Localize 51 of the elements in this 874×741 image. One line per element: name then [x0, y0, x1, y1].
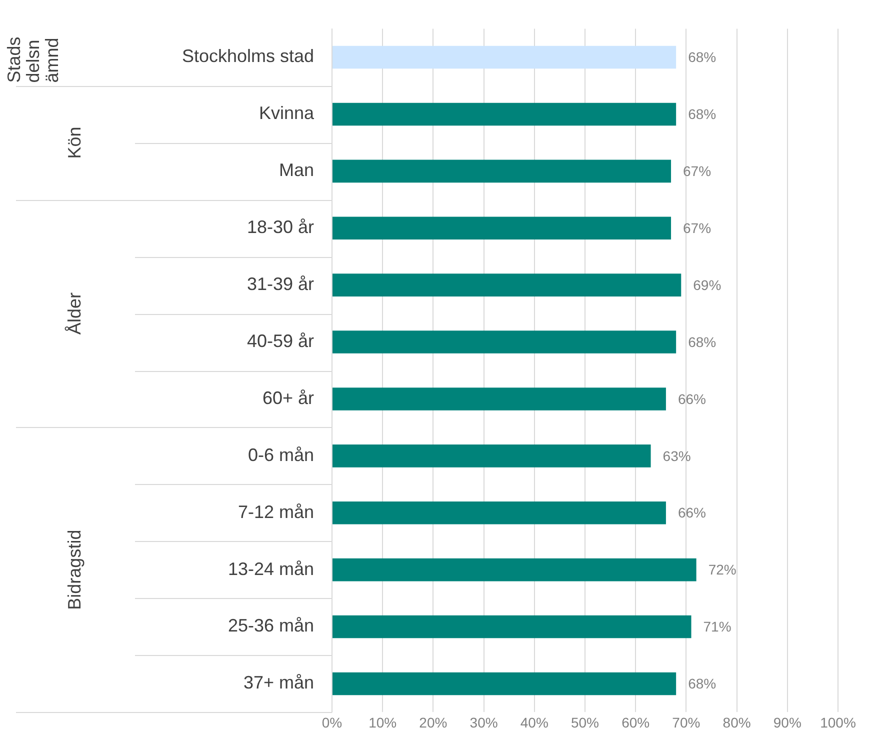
y-tick-label: 18-30 år — [246, 217, 314, 238]
bar — [332, 501, 666, 524]
y-tick-label: Stockholms stad — [182, 46, 314, 66]
x-tick-label: 90% — [773, 714, 802, 730]
data-label: 63% — [662, 448, 691, 464]
text: Ålder — [64, 292, 84, 335]
x-tick-label: 40% — [520, 714, 548, 730]
bar — [332, 388, 666, 410]
y-tick-label: 25-36 mån — [228, 616, 314, 636]
y-tick-label: Man — [278, 160, 314, 180]
data-label: 66% — [678, 390, 706, 407]
bar — [332, 330, 676, 354]
data-label: 72% — [708, 562, 736, 578]
data-label: 66% — [678, 504, 706, 521]
data-label: 68% — [688, 49, 716, 66]
data-label: 67% — [683, 163, 712, 180]
text: Stadsdelsnämnd — [4, 36, 62, 83]
bar — [332, 216, 672, 240]
bar — [332, 615, 692, 638]
y-tick-label: 13-24 mån — [228, 558, 314, 579]
y-tick-label: Kvinna — [258, 103, 315, 124]
x-tick-label: 20% — [419, 714, 448, 730]
data-label: 68% — [688, 106, 716, 122]
x-tick-label: 80% — [722, 714, 751, 730]
y-tick-label: 0-6 mån — [248, 444, 314, 465]
text: Kön — [64, 126, 84, 159]
y-tick-label: 60+ år — [262, 388, 314, 408]
y-tick-label: 37+ mån — [243, 672, 314, 693]
y-tick-label: 31-39 år — [246, 274, 314, 294]
data-label: 69% — [693, 276, 722, 293]
y-tick-label: 40-59 år — [246, 330, 314, 351]
data-label: 67% — [683, 220, 712, 236]
data-label: 71% — [703, 618, 732, 635]
x-tick-label: 100% — [820, 714, 856, 730]
data-label: 68% — [688, 334, 716, 350]
x-tick-label: 10% — [368, 714, 397, 730]
text: Bidragstid — [64, 530, 84, 610]
bar — [332, 672, 676, 696]
y-tick-label: 7-12 mån — [238, 502, 314, 522]
x-tick-label: 0% — [322, 714, 342, 730]
x-tick-label: 50% — [570, 714, 600, 730]
x-tick-label: 70% — [672, 714, 700, 730]
bar — [332, 102, 676, 126]
x-tick-label: 60% — [622, 714, 650, 730]
bar — [332, 558, 696, 582]
bar — [332, 274, 682, 296]
x-tick-label: 30% — [470, 714, 498, 730]
data-label: 68% — [688, 676, 716, 692]
bar — [332, 46, 676, 69]
bar — [332, 444, 651, 468]
bar — [332, 160, 672, 183]
